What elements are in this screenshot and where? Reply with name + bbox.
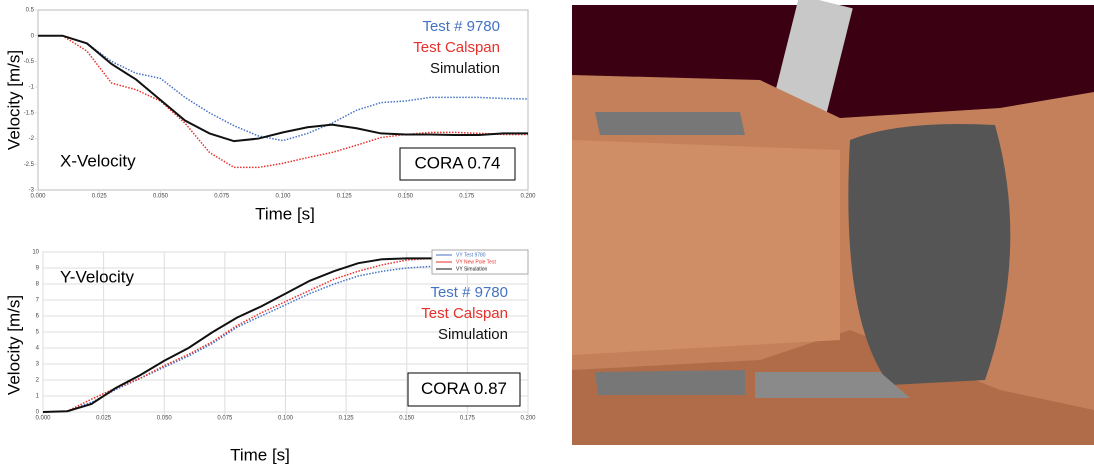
legend-entry: Test Calspan [413, 39, 500, 56]
side-window [595, 370, 745, 395]
series-line [38, 34, 528, 169]
x-tick-label: 0.100 [275, 194, 291, 200]
chart-annotation: Y-Velocity [60, 267, 135, 286]
x-axis-label: Time [s] [230, 445, 290, 464]
x-tick-label: 0.100 [278, 416, 294, 422]
x-tick-label: 0.150 [398, 194, 414, 200]
inset-legend-entry: VY Simulation [456, 266, 488, 272]
score-box [399, 147, 516, 181]
x-axis-label: Time [s] [255, 204, 315, 223]
x-tick-label: 0.025 [96, 416, 112, 422]
x-tick-label: 0.125 [339, 416, 355, 422]
y-tick-label: 4 [36, 346, 40, 352]
y-tick-label: 7 [36, 298, 40, 304]
y-tick-label: 10 [32, 250, 39, 256]
y-tick-label: -3 [29, 188, 35, 194]
x-tick-label: 0.075 [217, 416, 233, 422]
y-tick-label: -1.5 [24, 110, 35, 116]
x-tick-label: 0.175 [460, 416, 476, 422]
crash-image [572, 0, 1094, 445]
score-box [407, 372, 521, 407]
x-tick-label: 0.200 [520, 416, 536, 422]
y-tick-label: 9 [36, 266, 40, 272]
x-tick-label: 0.050 [153, 194, 169, 200]
legend-entry: Simulation [438, 326, 508, 343]
x-tick-label: 0.000 [30, 194, 46, 200]
car-roof [572, 140, 840, 355]
inset-legend-entry: VY Test 9780 [456, 252, 486, 258]
legend-entry: Test # 9780 [430, 284, 508, 301]
y-tick-label: 0 [31, 33, 35, 39]
score-label: CORA 0.87 [421, 379, 507, 398]
y-tick-label: -2.5 [24, 162, 35, 168]
x-tick-label: 0.050 [157, 416, 173, 422]
y-tick-label: 0 [36, 410, 40, 416]
y-tick-label: -1 [29, 85, 35, 91]
pole [772, 0, 853, 118]
y-tick-label: 2 [36, 378, 40, 384]
score-label: CORA 0.74 [415, 153, 501, 172]
x-tick-label: 0.175 [459, 194, 475, 200]
legend-entry: Test # 9780 [422, 18, 500, 35]
side-window [595, 112, 745, 135]
y-tick-label: -2 [29, 136, 35, 142]
inset-legend-entry: VY New Pole Test [456, 259, 496, 265]
x-tick-label: 0.025 [92, 194, 108, 200]
x-tick-label: 0.200 [520, 194, 536, 200]
windshield [848, 124, 1011, 385]
y-axis-label: Velocity [m/s] [4, 50, 23, 150]
x-tick-label: 0.000 [35, 416, 51, 422]
y-tick-label: 3 [36, 362, 40, 368]
side-window [755, 372, 910, 398]
y-tick-label: 1 [36, 394, 40, 400]
x-tick-label: 0.125 [337, 194, 353, 200]
x-tick-label: 0.075 [214, 194, 230, 200]
y-tick-label: 6 [36, 314, 40, 320]
x-tick-label: 0.150 [399, 416, 415, 422]
y-tick-label: 0.5 [26, 8, 35, 14]
y-tick-label: -0.5 [24, 59, 35, 65]
chart-annotation: X-Velocity [60, 151, 136, 170]
legend-entry: Simulation [430, 60, 500, 77]
series-line [38, 34, 528, 143]
y-axis-label: Velocity [m/s] [4, 295, 23, 395]
y-tick-label: 8 [36, 282, 40, 288]
legend-entry: Test Calspan [421, 305, 508, 322]
y-tick-label: 5 [36, 330, 40, 336]
